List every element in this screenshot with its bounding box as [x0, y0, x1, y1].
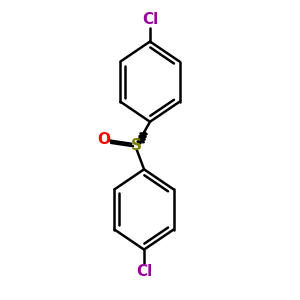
- Text: Cl: Cl: [136, 264, 152, 279]
- Text: O: O: [98, 132, 110, 147]
- Text: S: S: [131, 138, 142, 153]
- Text: Cl: Cl: [142, 12, 158, 27]
